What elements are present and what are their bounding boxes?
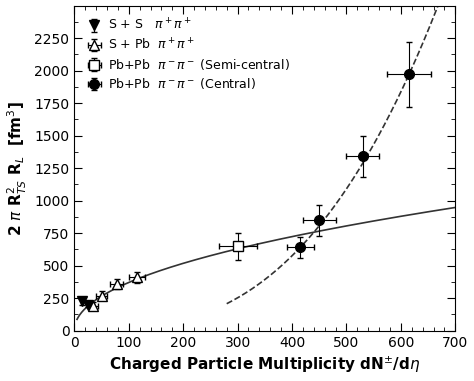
Legend: S + S   $\pi^+\pi^+$, S + Pb  $\pi^+\pi^+$, Pb+Pb  $\pi^-\pi^-$ (Semi-central), : S + S $\pi^+\pi^+$, S + Pb $\pi^+\pi^+$,…: [84, 15, 292, 94]
X-axis label: Charged Particle Multiplicity dN$^{\pm}$/d$\eta$: Charged Particle Multiplicity dN$^{\pm}$…: [109, 355, 420, 375]
Y-axis label: 2 $\pi$ R$_{TS}^2$ R$_L$  [fm$^3$]: 2 $\pi$ R$_{TS}^2$ R$_L$ [fm$^3$]: [6, 101, 29, 235]
